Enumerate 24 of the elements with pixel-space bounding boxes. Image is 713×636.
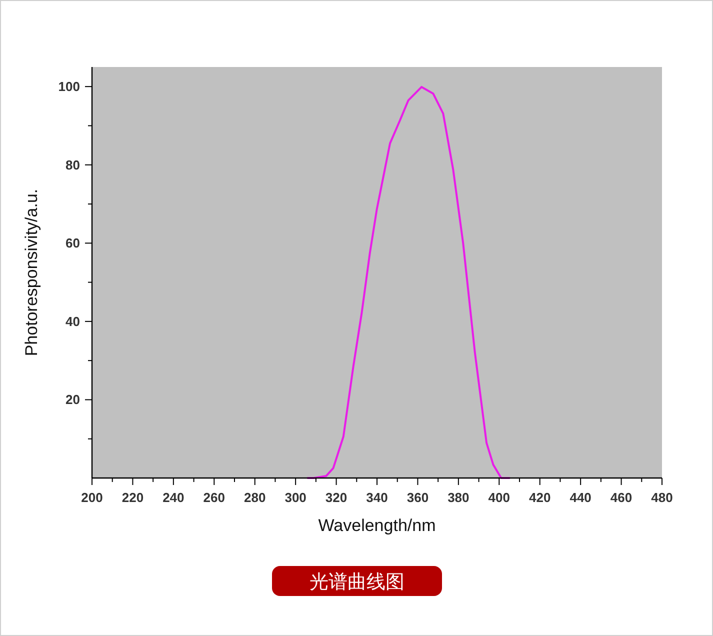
y-axis-title: Photoresponsivity/a.u. xyxy=(22,188,41,356)
x-tick-label: 440 xyxy=(570,490,592,505)
y-tick-label: 80 xyxy=(66,157,80,172)
y-tick-label: 20 xyxy=(66,392,80,408)
text: 光谱曲线图 xyxy=(310,571,404,593)
x-tick-label: 460 xyxy=(610,490,632,505)
x-tick-label: 200 xyxy=(81,490,103,505)
x-tick-label: 360 xyxy=(406,490,429,505)
x-tick-label: 340 xyxy=(366,490,388,505)
x-tick-label: 240 xyxy=(162,490,184,505)
x-tick-label: 300 xyxy=(284,490,306,505)
x-tick-label: 280 xyxy=(244,490,266,505)
x-tick-label: 380 xyxy=(448,490,470,505)
x-axis-title: Wavelength/nm xyxy=(318,516,436,535)
y-tick-label: 100 xyxy=(58,79,80,94)
x-tick-label: 320 xyxy=(325,490,348,505)
x-tick-label: 420 xyxy=(529,490,551,505)
y-tick-label: 40 xyxy=(66,314,80,329)
line-series xyxy=(306,86,510,479)
y-tick-label: 60 xyxy=(66,236,80,251)
x-tick-label: 220 xyxy=(122,490,144,505)
x-tick-label: 260 xyxy=(203,490,225,505)
x-tick-label: 400 xyxy=(488,490,510,505)
x-tick-label: 480 xyxy=(651,490,673,505)
